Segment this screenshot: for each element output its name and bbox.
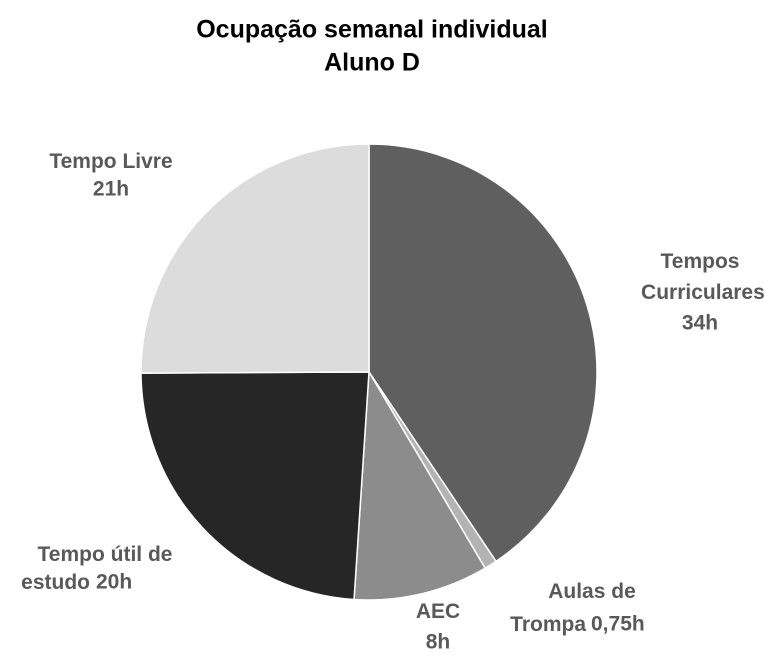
chart-subtitle: Aluno D bbox=[324, 49, 420, 77]
pie-slice bbox=[353, 369, 487, 601]
pie-slice bbox=[368, 143, 598, 563]
slice-value-label: 20h bbox=[96, 571, 132, 594]
slice-label: Aulas de Trompa bbox=[504, 580, 635, 636]
slice-value-label: 21h bbox=[93, 178, 129, 201]
slice-label: AEC bbox=[416, 600, 460, 623]
slice-label: Tempos Curriculares bbox=[635, 250, 765, 304]
pie-slice bbox=[140, 143, 370, 374]
chart-title: Ocupação semanal individual bbox=[196, 16, 548, 44]
pie-slice bbox=[140, 371, 370, 601]
slice-label: Tempo útil de estudo bbox=[15, 543, 172, 594]
slice-label: Tempo Livre bbox=[49, 150, 172, 173]
slice-value-label: 34h bbox=[682, 312, 718, 335]
slice-value-label: 8h bbox=[426, 631, 451, 654]
slice-value-label: 0,75h bbox=[591, 613, 645, 636]
